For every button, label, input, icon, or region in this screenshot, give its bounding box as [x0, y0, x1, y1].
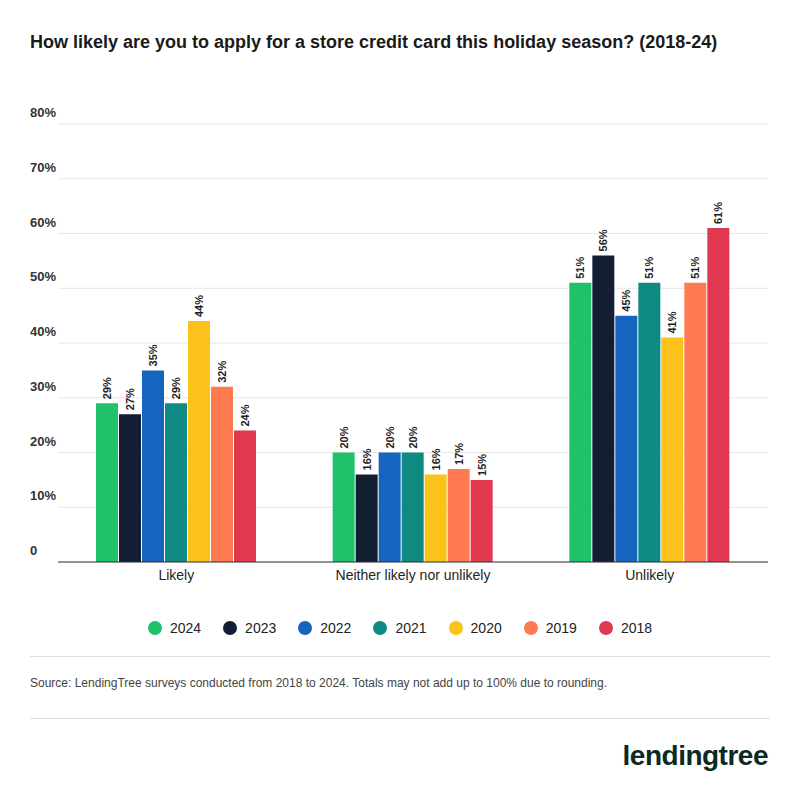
svg-text:61%: 61% [712, 202, 724, 224]
svg-text:80%: 80% [30, 105, 56, 120]
svg-text:45%: 45% [620, 289, 632, 311]
svg-text:50%: 50% [30, 269, 56, 284]
svg-text:44%: 44% [193, 295, 205, 317]
html-text:2018: 2018 [620, 620, 652, 636]
html-text:lendingtree: lendingtree [622, 740, 768, 771]
svg-text:20%: 20% [30, 434, 56, 449]
svg-text:20%: 20% [407, 426, 419, 448]
svg-text:Unlikely: Unlikely [625, 567, 674, 583]
html-text:2019: 2019 [545, 620, 577, 636]
svg-text:15%: 15% [476, 454, 488, 476]
html-text:2021: 2021 [395, 620, 427, 636]
svg-text:20%: 20% [384, 426, 396, 448]
html-text:2023: 2023 [245, 620, 277, 636]
svg-text:20%: 20% [338, 426, 350, 448]
html-text:How likely are you to apply fo: How likely are you to apply for a store … [30, 32, 718, 52]
html-text:Source: LendingTree surveys co: Source: LendingTree surveys conducted fr… [30, 676, 607, 690]
svg-text:51%: 51% [689, 257, 701, 279]
svg-text:16%: 16% [361, 448, 373, 470]
html-text:2020: 2020 [470, 620, 502, 636]
svg-text:41%: 41% [666, 311, 678, 333]
svg-text:24%: 24% [239, 404, 251, 426]
svg-text:27%: 27% [124, 388, 136, 410]
svg-text:29%: 29% [101, 377, 113, 399]
svg-text:32%: 32% [216, 361, 228, 383]
svg-text:51%: 51% [643, 257, 655, 279]
svg-text:0: 0 [30, 543, 37, 558]
svg-text:35%: 35% [147, 344, 159, 366]
svg-text:29%: 29% [170, 377, 182, 399]
svg-text:Likely: Likely [158, 567, 194, 583]
svg-text:30%: 30% [30, 379, 56, 394]
svg-text:40%: 40% [30, 324, 56, 339]
html-text:2022: 2022 [320, 620, 352, 636]
svg-text:60%: 60% [30, 215, 56, 230]
html-text:2024: 2024 [170, 620, 202, 636]
svg-text:17%: 17% [453, 443, 465, 465]
svg-text:56%: 56% [597, 229, 609, 251]
svg-text:Neither likely nor unlikely: Neither likely nor unlikely [336, 567, 491, 583]
svg-text:70%: 70% [30, 160, 56, 175]
svg-text:51%: 51% [574, 257, 586, 279]
svg-text:16%: 16% [430, 448, 442, 470]
svg-text:10%: 10% [30, 488, 56, 503]
